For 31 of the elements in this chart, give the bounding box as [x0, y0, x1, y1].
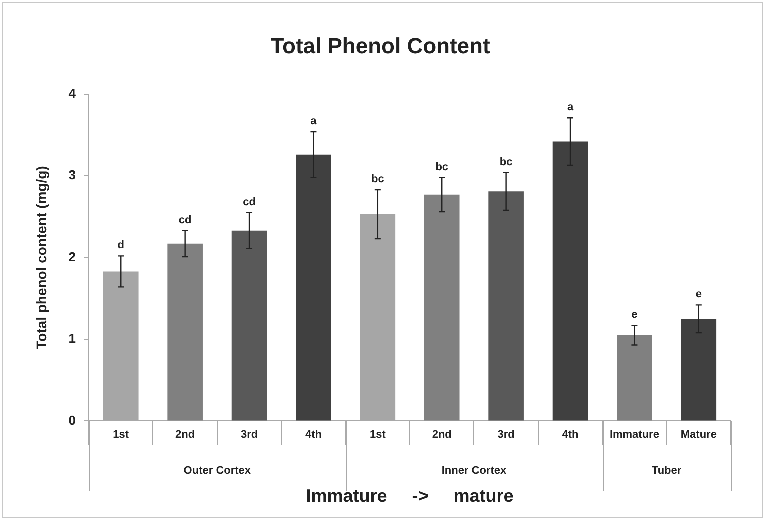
x-tick-label: Mature [680, 428, 717, 441]
x-tick-label: 3rd [498, 428, 515, 441]
data-label: bc [500, 156, 513, 168]
data-label: e [632, 309, 638, 322]
x-axis-title: Immature -> mature [306, 486, 514, 506]
data-label: d [118, 240, 124, 252]
data-label: a [310, 116, 318, 128]
data-label: bc [371, 174, 384, 186]
x-tick-label: 2nd [432, 428, 452, 441]
data-label: a [567, 102, 574, 114]
x-tick-label: Immature [610, 428, 660, 441]
y-tick-label: 0 [68, 412, 76, 428]
data-label: e [696, 288, 702, 301]
x-tick-label: 3rd [240, 428, 258, 441]
y-tick-label: 1 [68, 331, 76, 346]
text: Tuber [652, 465, 682, 478]
x-tick-label: 4th [305, 428, 322, 441]
text: Outer Cortex [184, 465, 252, 478]
chart-title: Total Phenol Content [270, 33, 491, 58]
y-axis-title: Total phenol content (mg/g) [33, 166, 50, 350]
data-label: cd [243, 196, 256, 208]
y-tick-label: 2 [68, 249, 76, 264]
x-tick-label: 1st [370, 428, 386, 441]
data-label: bc [436, 161, 449, 174]
y-tick-label: 4 [68, 86, 77, 101]
y-tick-label: 3 [68, 168, 76, 183]
x-tick-label: 2nd [176, 428, 196, 441]
x-tick-label: 4th [562, 428, 580, 441]
data-label: cd [178, 214, 192, 226]
text: Inner Cortex [442, 465, 508, 478]
x-tick-label: 1st [113, 428, 130, 441]
